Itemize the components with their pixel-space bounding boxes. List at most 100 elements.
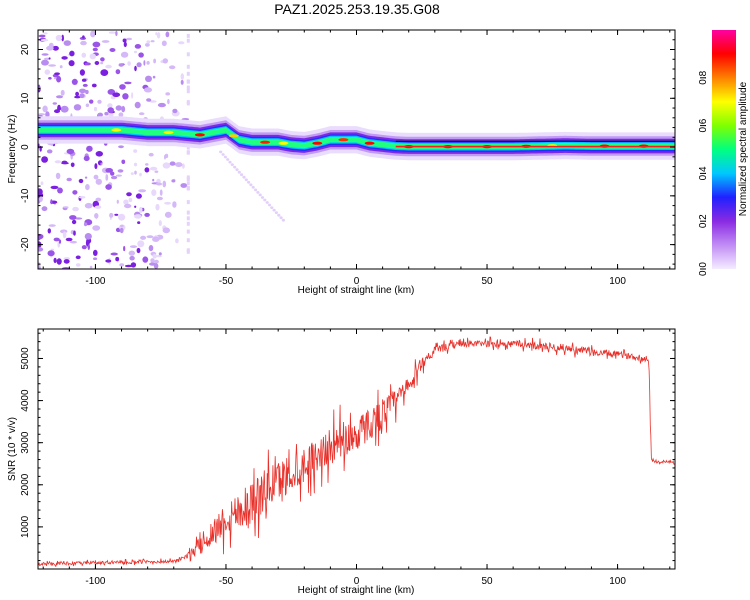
noise-blob [59,65,63,69]
noise-blob [228,160,232,164]
noise-blob [62,206,69,209]
noise-blob [94,163,98,170]
noise-blob [82,83,88,87]
noise-blob [38,262,41,268]
noise-blob [139,206,143,213]
noise-blob [100,57,105,62]
colorbar-tick-label: 0.6 [698,118,709,132]
noise-blob [153,263,159,269]
noise-blob [81,245,87,250]
noise-blob [164,201,172,205]
noise-blob [38,34,46,38]
noise-blob [79,69,85,76]
noise-blob [186,229,190,234]
noise-blob [134,170,137,175]
snr-panel: -100 -50 0 50 100 1000 2000 3000 4000 5000 Height… [7,328,676,596]
noise-blob [100,162,103,166]
noise-blob [60,105,69,113]
snr-y-label: SNR (10 * v/v) [7,417,18,481]
snr-x-label: Height of straight line (km) [298,585,415,596]
noise-blob [82,35,85,39]
noise-blob [136,247,141,254]
noise-blob [124,264,133,268]
noise-blob [40,181,44,185]
noise-blob [115,174,122,177]
noise-blob [85,103,90,108]
noise-blob [270,206,274,210]
noise-blob [63,40,71,46]
noise-blob [50,199,53,205]
noise-blob [162,162,171,169]
noise-blob [128,197,133,203]
noise-blob [157,102,166,108]
noise-blob [109,48,116,52]
noise-blob [180,183,188,188]
noise-blob [221,153,225,156]
chart-title: PAZ1.2025.253.19.35.G08 [274,1,440,17]
noise-blob [226,158,230,161]
noise-blob [47,228,51,234]
noise-blob [73,104,82,111]
x-tick-label: -100 [85,276,105,287]
noise-blob [87,244,91,251]
ridge-peak [312,141,323,145]
noise-blob [123,246,126,252]
noise-blob [43,32,48,35]
noise-blob [69,215,77,220]
noise-blob [83,222,88,227]
noise-blob [112,92,121,98]
ridge-peak [278,141,289,145]
noise-blob [138,189,147,193]
noise-blob [79,93,85,99]
noise-blob [53,77,57,80]
noise-blob [92,47,98,52]
noise-blob [279,216,283,220]
noise-blob [41,156,48,163]
noise-blob [81,52,87,58]
noise-blob [156,254,162,258]
noise-blob [72,190,78,195]
noise-blob [186,238,190,243]
noise-blob [186,89,190,94]
noise-blob [152,178,155,182]
noise-blob [71,78,78,85]
noise-blob [78,196,86,199]
ridge-peak [338,138,349,142]
noise-blob [85,184,90,191]
colorbar-tick-label: 0.8 [698,70,709,84]
noise-blob [48,57,51,60]
spectrogram-ridge [38,116,675,161]
noise-blob [48,224,56,227]
noise-blob [74,95,81,99]
noise-blob [109,217,112,220]
noise-blob [44,57,50,60]
noise-blob [66,177,72,182]
noise-blob [93,106,98,112]
noise-blob [186,71,190,76]
noise-blob [50,185,59,190]
noise-blob [146,98,152,102]
noise-blob [122,93,129,100]
noise-blob [172,201,177,208]
noise-blob [86,145,93,152]
noise-blob [93,249,98,256]
noise-blob [142,256,149,263]
noise-blob [233,165,237,169]
noise-blob [148,245,154,252]
noise-blob [61,34,64,42]
noise-blob [267,203,272,207]
noise-blob [40,39,49,42]
x-tick-label: -50 [219,276,234,287]
noise-blob [48,77,52,80]
noise-blob [58,239,62,244]
noise-blob [186,181,190,186]
noise-blob [110,252,118,256]
noise-blob [75,255,81,260]
noise-blob [219,150,223,154]
noise-blob [117,169,124,173]
noise-blob [71,219,77,225]
noise-blob [53,237,60,242]
noise-blob [119,84,126,90]
noise-blob [61,160,68,164]
